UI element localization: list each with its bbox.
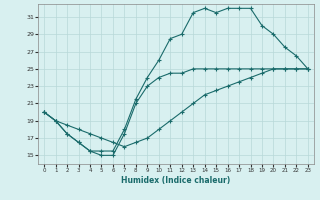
X-axis label: Humidex (Indice chaleur): Humidex (Indice chaleur) xyxy=(121,176,231,185)
